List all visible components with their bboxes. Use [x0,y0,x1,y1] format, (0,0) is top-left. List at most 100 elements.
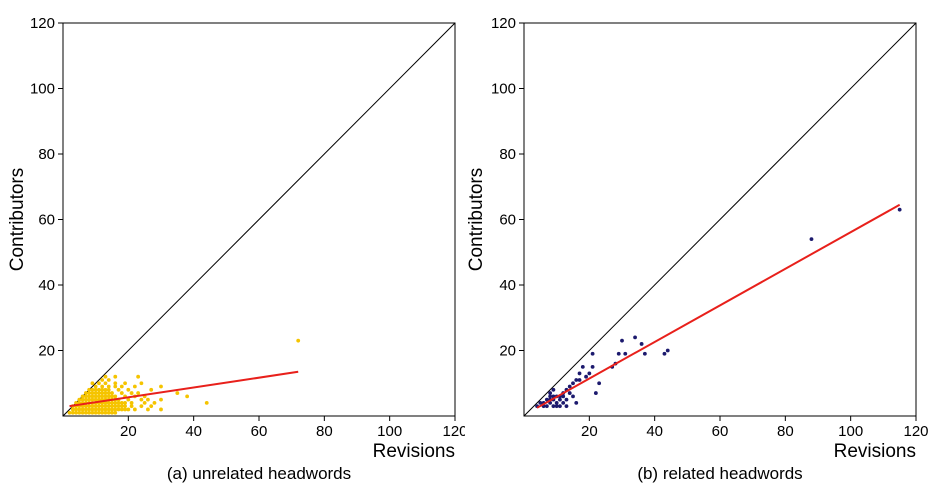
data-point [129,401,134,405]
data-point [106,394,111,399]
data-point [548,391,553,395]
data-point [106,378,111,382]
data-point [77,410,82,415]
data-point [129,391,134,395]
data-point [665,348,670,353]
data-point [80,394,85,399]
data-point [159,397,163,402]
data-point [110,391,114,395]
data-point [90,397,95,402]
data-point [97,391,101,395]
x-axis-title: Revisions [373,441,455,462]
data-point [93,410,98,415]
data-point [113,404,118,409]
data-point [620,338,624,343]
data-point [113,410,118,415]
data-point [558,397,562,402]
y-tick-label: 60 [38,212,55,229]
data-point [77,397,82,402]
data-point [642,351,647,356]
data-point [119,407,124,412]
data-point [185,394,190,399]
scatter-chart-related: 20 40 60 80 100 12020406080100120RevisionsCon… [466,15,929,483]
data-point [590,364,595,369]
data-point [106,387,111,392]
data-point [93,391,98,395]
data-point [554,404,559,409]
data-point [590,351,595,356]
data-point [146,407,150,412]
y-tick-label: 100 [491,81,516,98]
data-point [132,384,137,389]
data-point [87,394,92,399]
data-point [136,391,141,395]
data-point [577,378,582,382]
data-point [97,404,101,409]
data-point [152,401,157,405]
y-tick-label: 80 [38,146,55,163]
data-point [100,378,105,382]
data-point [90,410,95,415]
data-point [93,384,98,389]
panel-caption: (a) unrelated headwords [167,464,351,483]
data-point [564,404,569,409]
data-point [106,404,111,409]
data-point [551,404,556,409]
data-point [113,374,118,379]
x-tick-label: 20 [581,423,598,440]
data-point [561,394,566,399]
data-point [149,404,154,409]
panel-caption: (b) related headwords [637,464,802,483]
diagonal-reference-line [62,22,456,417]
data-point [116,387,121,392]
data-point [580,364,585,369]
data-point [113,381,118,386]
x-tick-label: 100 [377,423,402,440]
regression-line [69,370,299,408]
data-point [93,394,98,399]
y-tick-label: 20 [38,343,55,360]
x-tick-label: 120 [903,423,928,440]
data-point [639,342,644,346]
data-point [584,374,588,379]
data-point [97,407,101,412]
data-point [126,397,131,402]
data-point [119,401,124,405]
x-tick-label: 60 [251,423,268,440]
y-tick-label: 120 [30,15,55,32]
data-point [554,401,559,405]
data-point [571,394,575,399]
y-tick-label: 40 [499,277,516,294]
data-point [119,404,124,409]
data-point [87,404,92,409]
data-point [74,410,78,415]
panel-related-headwords: 20 40 60 80 100 120 20 40 60 80 100 120 Revisions Con… [465,0,930,490]
data-point [116,407,121,412]
data-point [123,401,127,405]
data-point [90,404,95,409]
data-point [538,401,543,405]
data-point [548,394,553,399]
data-point [123,381,127,386]
data-point [93,397,98,402]
data-point [110,407,114,412]
data-point [587,371,592,376]
data-point [175,391,180,395]
data-point [103,410,108,415]
data-point [544,404,549,409]
data-point [90,391,95,395]
data-point [564,397,569,402]
data-point [97,394,101,399]
data-point [87,410,92,415]
data-point [103,407,108,412]
data-point [93,407,98,412]
diagonal-reference-line [523,22,917,417]
data-point [103,394,108,399]
data-point [87,397,92,402]
data-point [106,401,111,405]
data-point [70,407,75,412]
data-point [662,351,667,356]
x-tick-label: 100 [838,423,863,440]
data-point [149,387,154,392]
data-point [103,387,108,392]
